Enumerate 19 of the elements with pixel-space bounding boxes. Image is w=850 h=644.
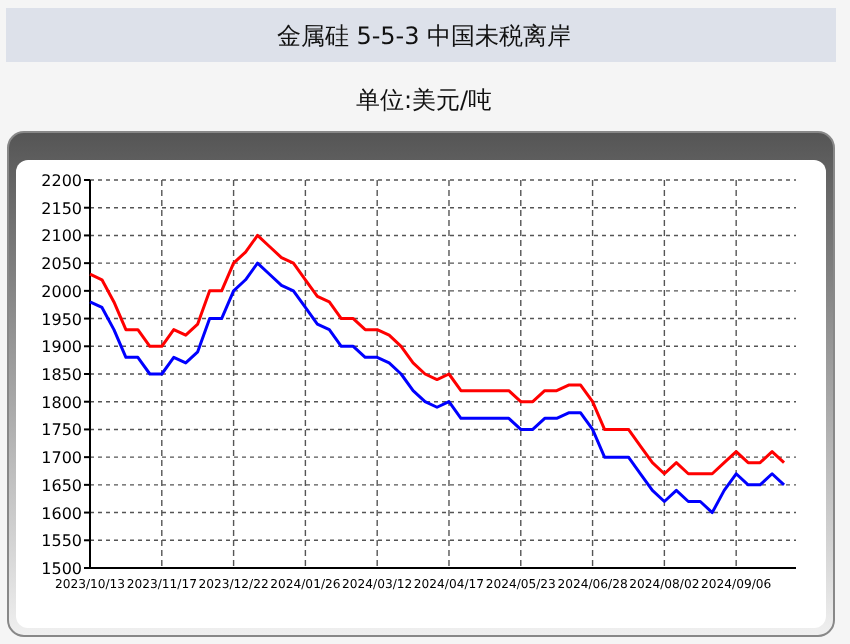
y-tick-label: 2000 (41, 282, 82, 301)
y-tick-label: 2050 (41, 255, 82, 274)
y-tick-label: 1500 (41, 560, 82, 578)
y-tick-label: 1700 (41, 449, 82, 468)
y-tick-label: 1550 (41, 532, 82, 551)
y-tick-label: 1950 (41, 310, 82, 329)
line-series (88, 261, 786, 515)
y-tick-label: 1600 (41, 504, 82, 523)
y-tick-label: 2100 (41, 227, 82, 246)
chart-title: 金属硅 5-5-3 中国未税离岸 (276, 22, 572, 50)
y-tick-label: 1800 (41, 393, 82, 412)
y-tick-label: 1850 (41, 366, 82, 384)
y-tick-label: 1750 (41, 421, 82, 440)
y-tick-label: 2200 (41, 172, 82, 190)
y-tick-label: 1650 (41, 476, 82, 495)
line-series (88, 233, 786, 476)
y-tick-label: 2150 (41, 199, 82, 218)
y-tick-label: 1900 (41, 338, 82, 357)
chart-subtitle: 单位:美元/吨 (355, 86, 493, 114)
